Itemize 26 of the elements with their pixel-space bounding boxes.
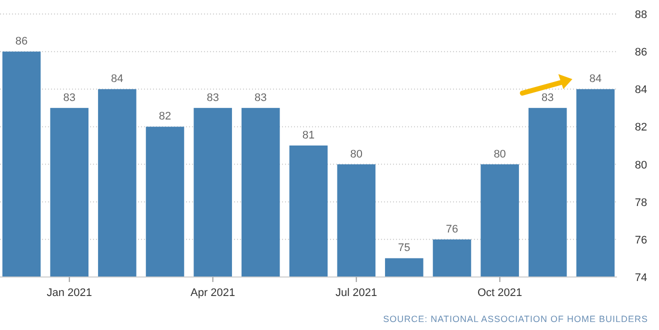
data-label: 80 bbox=[494, 148, 506, 160]
y-tick-label: 82 bbox=[634, 122, 648, 134]
y-tick-label: 80 bbox=[634, 159, 648, 172]
data-label: 83 bbox=[206, 92, 219, 104]
data-label: 86 bbox=[15, 36, 28, 48]
y-tick-label: 76 bbox=[634, 234, 648, 246]
source-note: SOURCE: NATIONAL ASSOCIATION OF HOME BUILDERS bbox=[383, 314, 648, 324]
data-label: 84 bbox=[111, 73, 124, 86]
data-label: 75 bbox=[398, 242, 410, 254]
data-label: 81 bbox=[302, 130, 315, 142]
y-tick-label: 88 bbox=[634, 9, 648, 21]
data-label: 82 bbox=[158, 110, 172, 123]
y-tick-label: 84 bbox=[634, 84, 648, 96]
data-label: 84 bbox=[589, 73, 602, 86]
y-tick-label: 74 bbox=[634, 272, 648, 284]
y-tick-label: 86 bbox=[634, 46, 648, 59]
y-tick-label: 78 bbox=[634, 196, 648, 209]
x-tick-label: Apr 2021 bbox=[190, 287, 236, 299]
x-tick-label: Jan 2021 bbox=[46, 287, 92, 299]
data-label: 80 bbox=[350, 148, 362, 160]
data-label: 83 bbox=[542, 92, 554, 104]
x-tick-label: Oct 2021 bbox=[477, 287, 522, 299]
data-label: 76 bbox=[446, 223, 458, 236]
data-label: 83 bbox=[254, 92, 267, 104]
x-tick-label: Jul 2021 bbox=[336, 287, 378, 299]
data-label: 83 bbox=[63, 92, 76, 104]
